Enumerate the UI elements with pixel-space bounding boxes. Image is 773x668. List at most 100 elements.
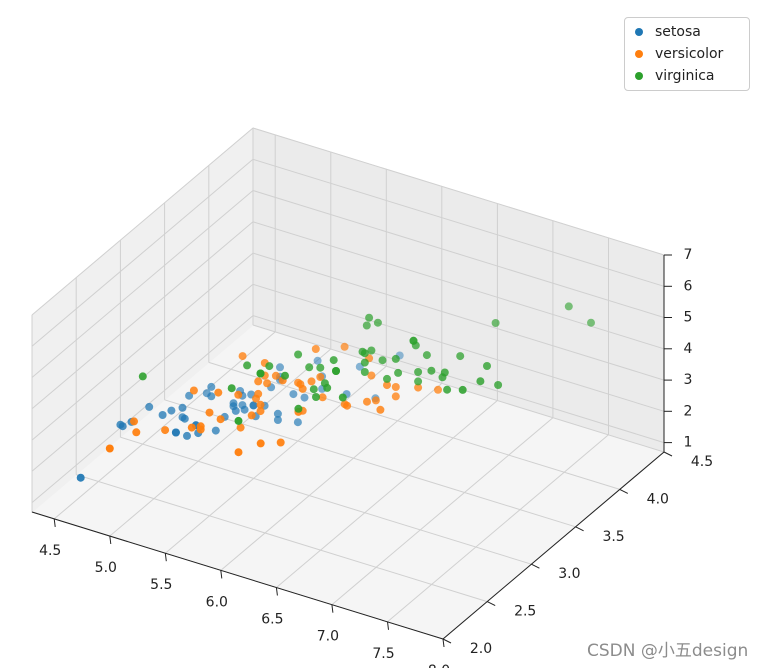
grid-line-z xyxy=(252,315,665,444)
legend-item-setosa: setosa xyxy=(633,21,749,43)
grid-line-x xyxy=(53,331,276,520)
point-setosa xyxy=(76,473,85,482)
point-setosa xyxy=(276,363,284,372)
point-virginica xyxy=(373,318,382,327)
z-tick-label: 2 xyxy=(684,403,693,419)
point-setosa xyxy=(207,392,216,401)
point-setosa xyxy=(158,411,167,419)
point-virginica xyxy=(411,341,420,350)
legend-label-setosa: setosa xyxy=(655,24,701,40)
y-tick-mark xyxy=(486,601,496,607)
point-virginica xyxy=(265,362,274,371)
y-tick-label: 4.5 xyxy=(691,454,713,470)
point-setosa xyxy=(231,406,240,415)
point-virginica xyxy=(587,318,595,327)
point-versicolor xyxy=(196,425,205,434)
point-virginica xyxy=(491,319,500,327)
grid-line-x xyxy=(164,365,387,554)
grid-line-x xyxy=(220,383,443,571)
legend-label-versicolor: versicolor xyxy=(655,46,724,62)
grid-line-y xyxy=(208,361,620,490)
point-versicolor xyxy=(234,390,243,399)
point-virginica xyxy=(243,361,252,370)
point-setosa xyxy=(273,409,282,418)
point-setosa xyxy=(118,422,127,431)
x-tick-label: 7.0 xyxy=(317,629,339,645)
point-virginica xyxy=(456,352,465,361)
point-versicolor xyxy=(256,400,265,409)
legend-marker-virginica xyxy=(635,72,643,80)
point-virginica xyxy=(227,384,236,393)
point-virginica xyxy=(440,368,449,377)
point-versicolor xyxy=(271,371,280,380)
point-virginica xyxy=(362,321,371,330)
point-versicolor xyxy=(414,383,423,392)
point-virginica xyxy=(365,313,374,322)
z-tick-label: 7 xyxy=(684,247,693,263)
point-versicolor xyxy=(132,428,141,437)
grid-line-z xyxy=(31,190,254,378)
grid-line-y xyxy=(76,474,488,603)
point-versicolor xyxy=(434,385,442,394)
x-tick-mark xyxy=(164,553,167,562)
point-versicolor xyxy=(205,408,214,417)
point-setosa xyxy=(313,356,322,365)
y-tick-mark xyxy=(663,451,673,457)
x-tick-label: 6.5 xyxy=(261,612,283,628)
grid-line-y xyxy=(252,324,665,453)
point-virginica xyxy=(323,383,332,392)
point-versicolor xyxy=(254,389,263,398)
point-setosa xyxy=(273,416,282,424)
point-versicolor xyxy=(316,373,325,381)
point-virginica xyxy=(383,374,391,383)
grid-line-x xyxy=(109,348,332,537)
legend-label-virginica: virginica xyxy=(655,68,715,84)
point-setosa xyxy=(167,406,176,415)
axis-lines xyxy=(31,255,665,640)
point-versicolor xyxy=(391,392,400,401)
x-tick-label: 6.0 xyxy=(206,594,228,610)
point-virginica xyxy=(443,385,452,394)
point-versicolor xyxy=(216,415,225,424)
point-versicolor xyxy=(367,371,376,380)
z-tick-label: 6 xyxy=(684,278,693,294)
point-versicolor xyxy=(189,386,198,395)
point-virginica xyxy=(316,363,325,372)
point-versicolor xyxy=(187,423,196,432)
point-versicolor xyxy=(391,383,400,391)
point-virginica xyxy=(391,354,400,363)
point-setosa xyxy=(185,391,194,400)
point-versicolor xyxy=(276,438,285,447)
x-tick-mark xyxy=(275,587,278,596)
grid-line-z xyxy=(252,190,665,318)
x-tick-mark xyxy=(109,535,112,545)
grid-line-x xyxy=(387,434,609,623)
point-virginica xyxy=(378,356,387,365)
legend: setosa versicolor virginica xyxy=(624,17,750,91)
y-tick-label: 3.0 xyxy=(558,566,580,582)
point-versicolor xyxy=(214,388,223,397)
point-setosa xyxy=(178,403,187,412)
point-virginica xyxy=(329,356,338,365)
y-tick-label: 3.5 xyxy=(602,529,624,545)
grid-line-x xyxy=(331,417,554,606)
point-versicolor xyxy=(247,411,256,420)
point-versicolor xyxy=(298,384,307,393)
x-tick-label: 7.5 xyxy=(372,646,394,662)
grid-line-z xyxy=(252,158,665,287)
watermark: CSDN @小五design xyxy=(587,641,749,661)
grid-line-z xyxy=(31,158,254,347)
x-tick-label: 5.0 xyxy=(95,560,117,576)
y-tick-label: 2.5 xyxy=(514,604,536,620)
legend-item-versicolor: versicolor xyxy=(633,43,749,65)
point-versicolor xyxy=(343,401,352,410)
point-virginica xyxy=(360,349,369,358)
point-virginica xyxy=(281,371,289,380)
point-versicolor xyxy=(238,352,247,361)
x-tick-label: 5.5 xyxy=(150,577,172,593)
legend-marker-versicolor xyxy=(635,50,643,58)
grid-line-y xyxy=(120,436,532,565)
point-virginica xyxy=(414,368,423,376)
z-tick-label: 5 xyxy=(684,310,693,326)
